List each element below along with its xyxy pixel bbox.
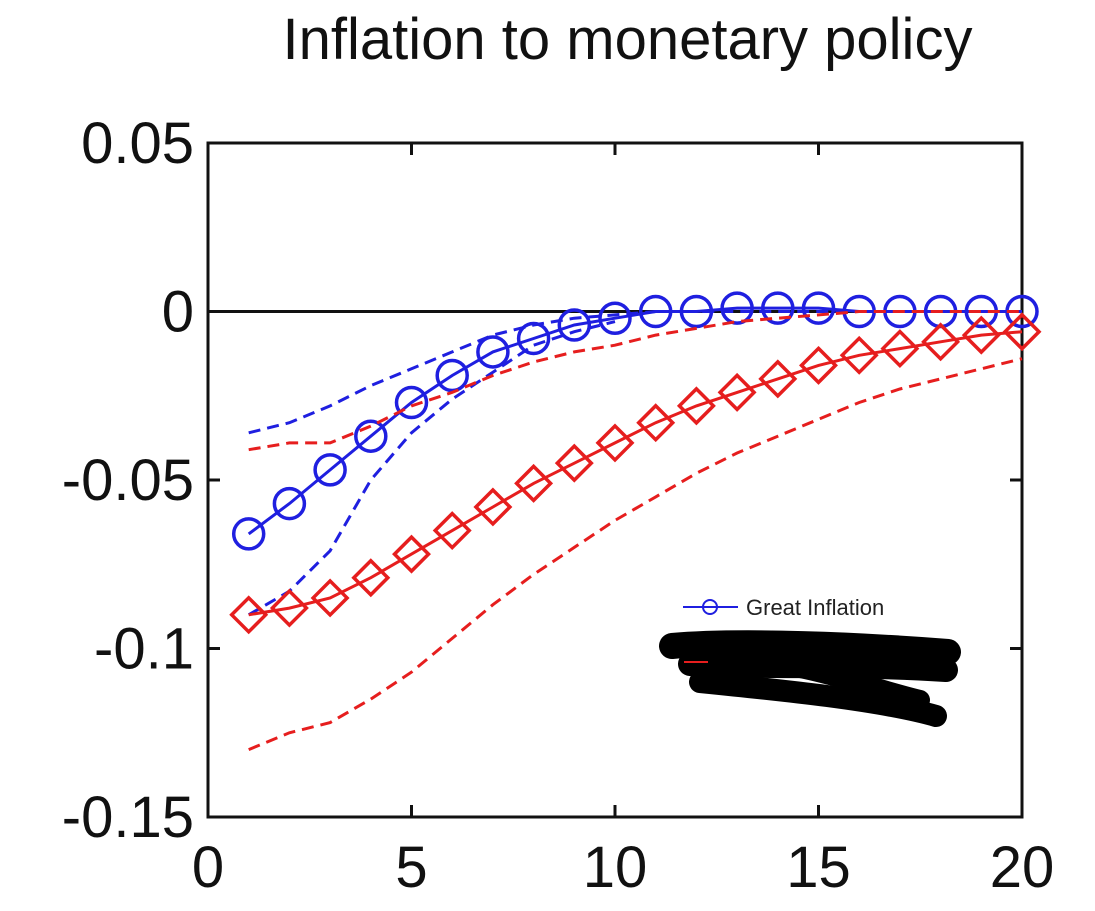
series-2-marker	[636, 403, 676, 443]
series-2-marker	[514, 463, 554, 503]
y-tick-label: 0.05	[81, 111, 194, 176]
series-2-lower-band	[248, 357, 1023, 751]
y-tick-label: -0.05	[62, 448, 194, 513]
x-tick-label: 20	[990, 835, 1055, 900]
series-1-marker	[516, 321, 551, 356]
series-1-marker	[272, 486, 307, 521]
series-2-marker	[269, 588, 309, 628]
series-1-marker	[354, 419, 388, 453]
y-tick-label: -0.15	[62, 785, 194, 850]
series-2-marker	[717, 372, 757, 412]
series-2-marker	[392, 534, 431, 574]
series-2-marker	[839, 335, 879, 375]
series-2-marker	[921, 322, 961, 362]
series-1-marker	[231, 517, 266, 551]
series-2-upper-band	[248, 310, 1022, 452]
chart-title: Inflation to monetary policy	[282, 7, 973, 72]
series-1-marker	[435, 358, 469, 393]
redaction-scribble	[659, 630, 961, 727]
y-tick-label: 0	[162, 280, 194, 345]
series-2-marker	[595, 423, 635, 463]
series-2-marker	[799, 345, 838, 385]
legend-series-1-label: Great Inflation	[746, 595, 884, 620]
series-2-marker	[554, 443, 594, 483]
series-1-marker	[313, 453, 347, 487]
plot-area: 0.050-0.05-0.1-0.150 5 10 15 20	[62, 111, 1054, 900]
series-1-marker	[394, 385, 429, 420]
series-1-marker	[557, 308, 592, 342]
series-1-marker	[598, 301, 632, 335]
legend: Great Inflation	[659, 595, 961, 727]
series-2-marker	[473, 487, 513, 527]
series-1-marker	[638, 294, 673, 329]
series-1-marker	[720, 291, 754, 325]
series-1-marker	[476, 335, 510, 369]
x-tick-label: 10	[583, 835, 648, 900]
series-2-marker	[310, 578, 350, 618]
series-1-lower-band	[247, 320, 616, 617]
series-2-marker	[758, 359, 798, 399]
x-tick-label: 0	[192, 835, 224, 900]
series-2-marker	[229, 595, 269, 635]
y-tick-label: -0.1	[94, 617, 194, 682]
x-tick-label: 15	[786, 835, 851, 900]
legend-series-1-marker	[702, 599, 718, 615]
series-1-marker	[761, 291, 795, 325]
series-1-marker	[801, 291, 836, 325]
series-1-marker	[679, 294, 714, 329]
series-2-marker	[351, 558, 391, 598]
series-2-marker	[676, 386, 716, 426]
x-tick-label: 5	[395, 835, 427, 900]
series-1-upper-band	[248, 310, 1022, 435]
series-2-line	[248, 330, 1023, 617]
series-2-marker	[432, 511, 472, 551]
series-2-marker	[880, 329, 920, 369]
series-2-marker	[1002, 312, 1042, 352]
series-2-marker	[961, 315, 1001, 355]
